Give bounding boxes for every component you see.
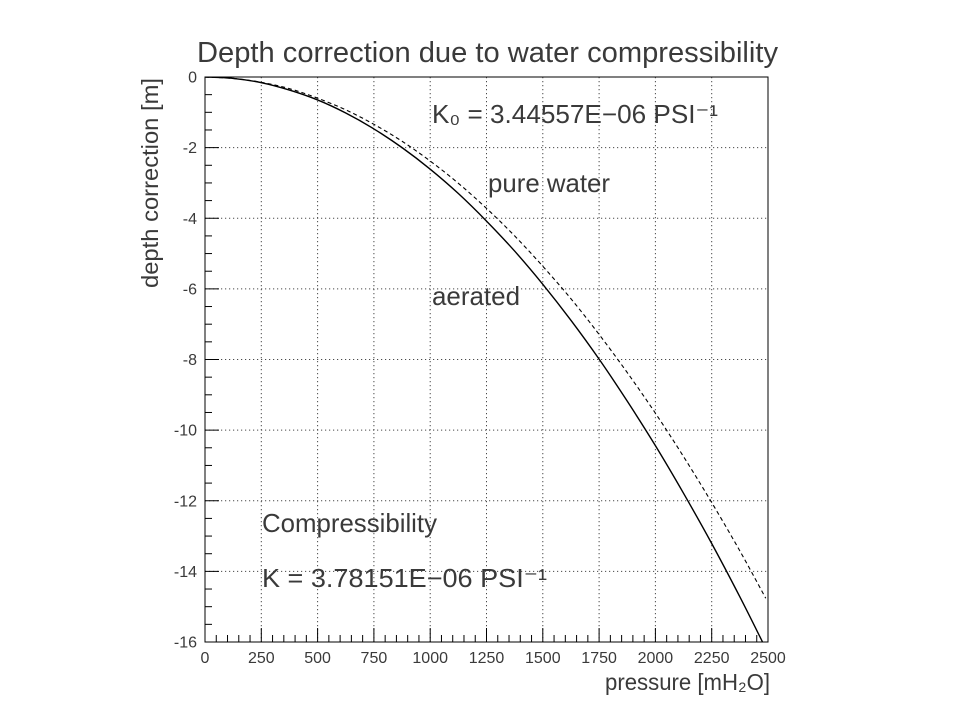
x-tick-label: 500 xyxy=(304,650,331,667)
x-tick-label: 750 xyxy=(361,650,388,667)
k-annotation: K = 3.78151E−06 PSI⁻¹ xyxy=(262,563,547,593)
x-tick-label: 1250 xyxy=(469,650,505,667)
k0-annotation: K₀ = 3.44557E−06 PSI⁻¹ xyxy=(432,99,718,129)
y-tick-labels: 0 -2 -4 -6 -8 -10 -12 -14 -16 xyxy=(174,70,197,652)
x-tick-label: 2000 xyxy=(638,650,674,667)
grid-lines xyxy=(205,77,768,642)
x-axis-title: pressure [mH₂O] xyxy=(605,669,770,695)
series-line-aerated xyxy=(205,77,763,642)
series-label-pure-water: pure water xyxy=(488,168,610,198)
axis-ticks xyxy=(204,76,769,643)
y-tick-label: -16 xyxy=(174,635,197,652)
x-tick-label: 2500 xyxy=(750,650,786,667)
y-tick-label: -4 xyxy=(183,211,197,228)
y-tick-label: -14 xyxy=(174,564,197,581)
y-tick-label: -2 xyxy=(183,140,197,157)
x-tick-label: 2250 xyxy=(694,650,730,667)
series-line-pure-water xyxy=(205,77,767,599)
y-tick-label: 0 xyxy=(188,70,197,87)
x-tick-label: 0 xyxy=(201,650,210,667)
compressibility-annotation: Compressibility xyxy=(262,508,437,538)
series-label-aerated: aerated xyxy=(432,281,520,311)
chart-title: Depth correction due to water compressib… xyxy=(197,37,779,69)
y-tick-label: -12 xyxy=(174,493,197,510)
y-axis-title: depth correction [m] xyxy=(137,78,163,288)
y-tick-label: -10 xyxy=(174,423,197,440)
series-lines xyxy=(205,77,767,642)
y-tick-label: -6 xyxy=(183,281,197,298)
x-tick-labels: 0 250 500 750 1000 1250 1500 1750 2000 2250 2500 xyxy=(201,650,786,667)
x-tick-label: 1750 xyxy=(581,650,617,667)
x-tick-label: 1500 xyxy=(525,650,561,667)
x-tick-label: 1000 xyxy=(412,650,448,667)
y-tick-label: -8 xyxy=(183,352,197,369)
x-tick-label: 250 xyxy=(248,650,275,667)
